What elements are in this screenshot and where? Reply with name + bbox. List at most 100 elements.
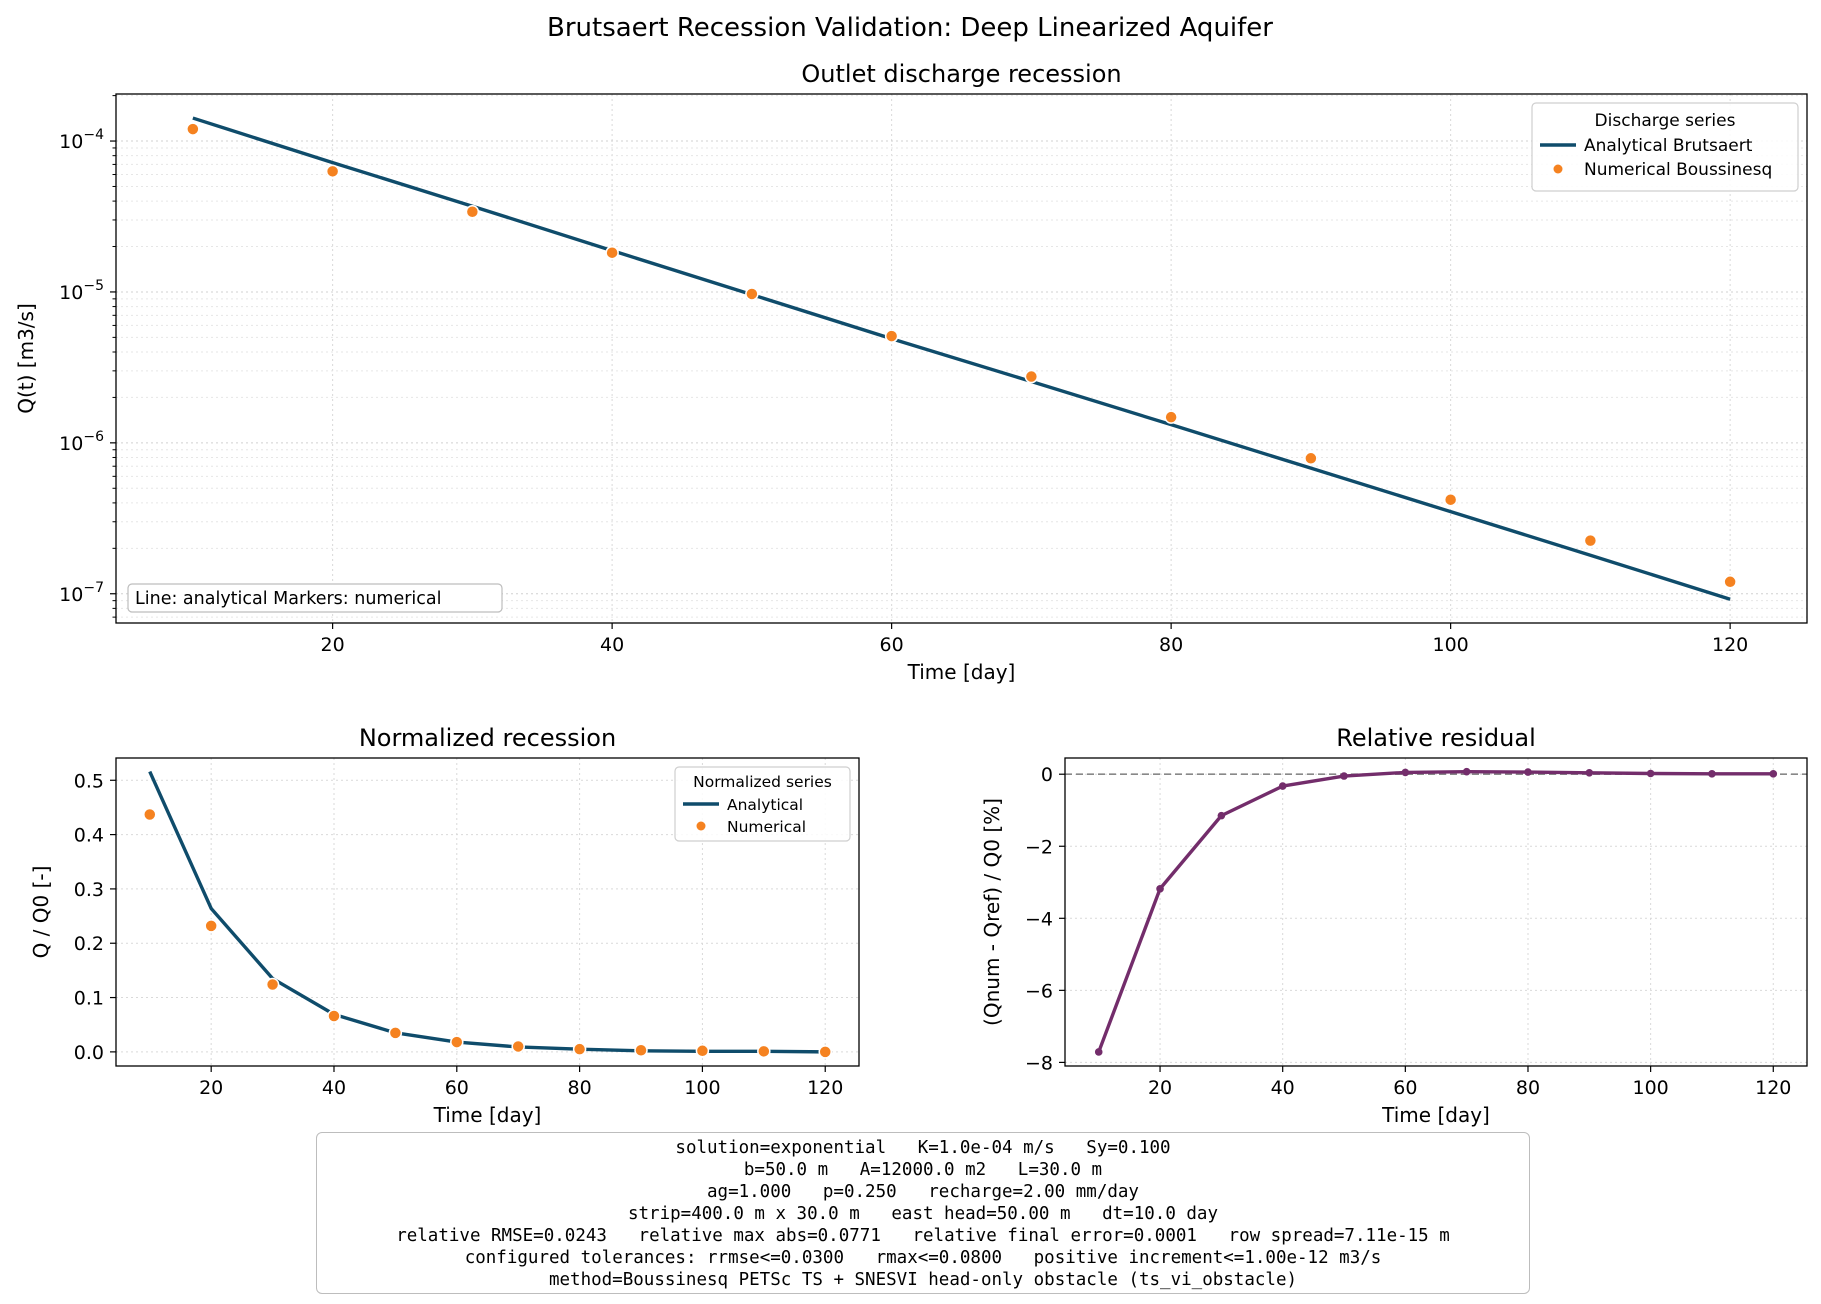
y-tick-label: 0.4 bbox=[74, 825, 104, 847]
x-tick-label: 80 bbox=[1159, 634, 1183, 656]
data-point bbox=[1583, 533, 1598, 548]
data-point bbox=[757, 1044, 771, 1059]
legend-marker-numerical bbox=[696, 821, 706, 831]
info-line-tolerances: configured tolerances: rrmse<=0.0300 rma… bbox=[464, 1248, 1382, 1268]
chart-title: Outlet discharge recession bbox=[801, 60, 1121, 88]
data-point bbox=[745, 287, 759, 301]
discharge-series-0 bbox=[192, 116, 1731, 601]
legend-title: Normalized series bbox=[693, 773, 832, 791]
data-point bbox=[1217, 811, 1226, 820]
legend-box bbox=[674, 766, 851, 842]
y-tick-label: −4 bbox=[1025, 908, 1053, 930]
plot-frame bbox=[115, 757, 860, 1067]
x-tick-label: 80 bbox=[1516, 1077, 1540, 1099]
plot-frame bbox=[115, 93, 1808, 624]
x-tick-label: 120 bbox=[807, 1077, 843, 1099]
y-tick-label: 0.2 bbox=[74, 933, 104, 955]
data-point bbox=[465, 204, 480, 219]
data-point bbox=[1156, 884, 1164, 893]
y-tick-exponent: −4 bbox=[83, 127, 104, 143]
data-point bbox=[388, 1026, 403, 1040]
data-point bbox=[634, 1043, 648, 1057]
x-tick-label: 80 bbox=[568, 1077, 592, 1099]
x-tick-label: 60 bbox=[1393, 1077, 1417, 1099]
data-point bbox=[884, 329, 899, 343]
figure-title: Brutsaert Recession Validation: Deep Lin… bbox=[547, 13, 1273, 43]
data-point bbox=[511, 1039, 525, 1054]
x-tick-label: 20 bbox=[321, 634, 345, 656]
data-point bbox=[1585, 768, 1594, 777]
residual-series-0 bbox=[1094, 767, 1778, 1056]
y-tick-label: 10−7 bbox=[59, 580, 104, 606]
info-line-recharge: ag=1.000 p=0.250 recharge=2.00 mm/day bbox=[707, 1182, 1139, 1202]
y-tick-label: 10−6 bbox=[59, 429, 104, 455]
annotation-box bbox=[127, 583, 503, 613]
data-point bbox=[572, 1042, 587, 1056]
x-tick-label: 40 bbox=[600, 634, 624, 656]
normalized-series-0 bbox=[148, 770, 826, 1054]
y-axis-label: Q(t) [m3/s] bbox=[14, 303, 38, 414]
annotation: Line: analytical Markers: numerical bbox=[127, 583, 503, 613]
legend-entry-label: Numerical Boussinesq bbox=[1584, 160, 1772, 180]
data-point bbox=[1340, 772, 1348, 780]
series-line bbox=[148, 770, 826, 1054]
x-tick-label: 20 bbox=[199, 1077, 223, 1099]
x-tick-label: 60 bbox=[445, 1077, 469, 1099]
discharge-grid bbox=[116, 94, 1807, 623]
data-point bbox=[1304, 451, 1318, 466]
y-tick-exponent: −6 bbox=[83, 429, 104, 445]
y-tick-label: 10−4 bbox=[59, 127, 104, 153]
data-point bbox=[1164, 410, 1178, 424]
y-tick-label: −6 bbox=[1025, 980, 1053, 1002]
y-tick-label: −2 bbox=[1025, 836, 1053, 858]
data-point bbox=[450, 1035, 464, 1049]
data-point bbox=[1769, 770, 1778, 778]
legend-marker-numerical bbox=[1553, 164, 1563, 174]
data-point bbox=[1646, 769, 1655, 778]
y-tick-mantissa: 10 bbox=[59, 282, 83, 304]
annotation-text: Line: analytical Markers: numerical bbox=[135, 589, 442, 609]
y-tick-exponent: −7 bbox=[83, 580, 104, 596]
x-tick-label: 40 bbox=[322, 1077, 346, 1099]
x-axis-label: Time [day] bbox=[1381, 1103, 1490, 1127]
data-point bbox=[1443, 492, 1458, 507]
legend-title: Discharge series bbox=[1595, 111, 1736, 131]
data-point bbox=[325, 164, 340, 179]
data-point bbox=[204, 919, 218, 933]
run-info-box: solution=exponential K=1.0e-04 m/s Sy=0.… bbox=[316, 1132, 1530, 1294]
residual-grid bbox=[1065, 758, 1807, 1066]
legend-box bbox=[1531, 102, 1799, 192]
data-point bbox=[1278, 782, 1287, 790]
legend-entry-label: Numerical bbox=[727, 818, 806, 836]
data-point bbox=[605, 245, 619, 260]
y-tick-label: 10−5 bbox=[59, 278, 104, 304]
data-point bbox=[1723, 575, 1737, 589]
plot-frame bbox=[1064, 757, 1808, 1067]
normalized-chart: 20 40 60 80 100 120 0.0 0.1 0.2 0.3 0.4 0.5 Normaliz… bbox=[29, 724, 860, 1127]
y-tick-mantissa: 10 bbox=[59, 584, 83, 606]
discharge-series-1 bbox=[186, 122, 1737, 589]
x-tick-label: 120 bbox=[1712, 634, 1748, 656]
y-tick-mantissa: 10 bbox=[59, 433, 83, 455]
x-axis-label: Time [day] bbox=[907, 660, 1016, 684]
info-line-errors: relative RMSE=0.0243 relative max abs=0.… bbox=[396, 1226, 1450, 1246]
chart-title: Relative residual bbox=[1336, 724, 1536, 752]
x-tick-label: 100 bbox=[1432, 634, 1468, 656]
chart-title: Normalized recession bbox=[359, 724, 616, 752]
data-point bbox=[1094, 1048, 1103, 1056]
normalized-series-1 bbox=[143, 807, 832, 1059]
data-point bbox=[695, 1044, 710, 1058]
y-tick-label: 0.3 bbox=[74, 879, 104, 901]
x-tick-label: 120 bbox=[1755, 1077, 1791, 1099]
x-tick-label: 100 bbox=[1632, 1077, 1668, 1099]
residual-chart: 20 40 60 80 100 120 −8 −6 −4 −2 0 Relative residual… bbox=[980, 724, 1808, 1127]
y-tick-label: 0.5 bbox=[74, 770, 104, 792]
info-line-strip: strip=400.0 m x 30.0 m east head=50.00 m… bbox=[627, 1204, 1218, 1224]
y-tick-exponent: −5 bbox=[83, 278, 104, 294]
y-axis-label: (Qnum - Qref) / Q0 [%] bbox=[980, 798, 1004, 1026]
info-line-geometry: b=50.0 m A=12000.0 m2 L=30.0 m bbox=[743, 1160, 1103, 1180]
data-point bbox=[818, 1045, 832, 1059]
data-point bbox=[186, 122, 200, 136]
